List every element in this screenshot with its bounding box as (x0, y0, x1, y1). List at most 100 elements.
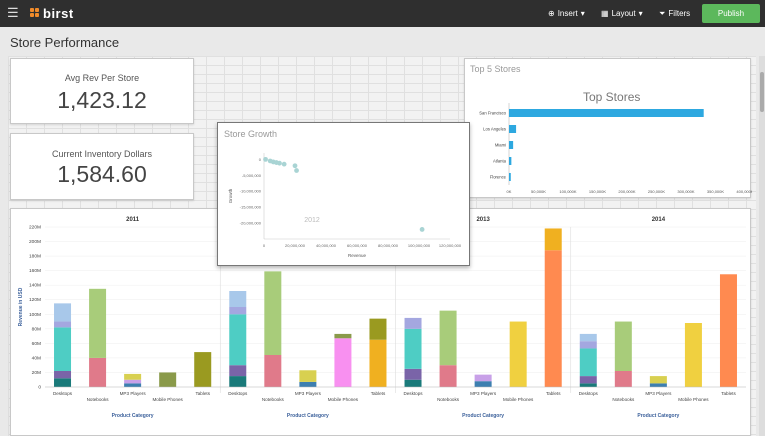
menu-icon[interactable]: ☰ (7, 5, 19, 20)
kpi-value: 1,584.60 (57, 161, 147, 187)
y-tick-label: 0 (38, 385, 41, 391)
filter-icon: ⏷ (659, 8, 666, 18)
store-growth-chart: 0 -5,000,000 -10,000,000 -15,000,000 -20,000… (228, 153, 462, 258)
x-tick-label: 120,000,000 (439, 243, 462, 248)
y-tick-label: 100M (29, 312, 41, 318)
bar-segment (719, 274, 737, 387)
x-tick-label: 400,000K (736, 189, 752, 194)
category-label: MP3 Players (470, 391, 497, 396)
y-tick-label: 40M (32, 355, 41, 361)
category-label: Tablets (721, 391, 736, 396)
kpi-card-inventory[interactable]: Current Inventory Dollars 1,584.60 (10, 133, 194, 200)
scatter-point (281, 161, 287, 167)
category-label: Notebooks (87, 397, 110, 402)
bar-segment (54, 321, 72, 328)
insert-label: Insert (557, 9, 578, 18)
bar-segment (404, 379, 422, 387)
panel-title: Top 5 Stores (470, 64, 521, 74)
x-tick-label: 60,000,000 (347, 243, 368, 248)
y-tick-label: 120M (29, 297, 41, 303)
x-tick-label: 100,000,000 (408, 243, 431, 248)
x-axis-label: Product Category (287, 413, 329, 419)
bar-segment (299, 381, 317, 387)
chevron-down-icon: ▾ (580, 9, 585, 18)
bar-segment (54, 303, 72, 322)
chart-title: Top Stores (583, 90, 641, 104)
y-tick-label: -20,000,000 (240, 221, 262, 226)
bar-segment (229, 291, 247, 307)
x-tick-label: 150,000K (589, 189, 606, 194)
birst-logo[interactable]: birst (30, 5, 74, 21)
bar-segment (684, 323, 702, 387)
revenue-by-category-chart: 0 20M 40M 60M 80M 100M 120M 140M 160M 180M 200M 220… (18, 217, 746, 419)
category-label: Tablets (546, 391, 561, 396)
category-label: Miami (495, 143, 506, 148)
y-axis-label: Revenue in USD (18, 287, 24, 326)
scatter-point (277, 160, 282, 166)
bar-segment (334, 333, 352, 339)
category-label: San Francisco (479, 111, 506, 116)
x-tick-label: 250,000K (648, 189, 665, 194)
y-tick-label: 180M (29, 254, 41, 260)
bar-segment (124, 373, 142, 380)
category-label: Desktops (53, 391, 73, 396)
bar-segment (649, 376, 667, 384)
category-label: Notebooks (437, 397, 460, 402)
store-growth-panel[interactable]: Store Growth 0 -5,000,000 -10,000,000 -15,0… (217, 122, 470, 266)
bar-segment (439, 365, 457, 387)
vertical-scrollbar[interactable] (759, 56, 765, 436)
bar-segment (614, 321, 632, 371)
bar-segment (579, 376, 597, 384)
y-tick-label: -15,000,000 (240, 205, 262, 210)
kpi-card-avg-rev[interactable]: Avg Rev Per Store 1,423.12 (10, 58, 194, 124)
bar-segment (579, 341, 597, 349)
scatter-point (419, 227, 425, 232)
y-tick-label: 220M (29, 225, 41, 231)
grid-icon: ▦ (601, 9, 609, 18)
scrollbar-thumb[interactable] (760, 72, 764, 112)
y-tick-label: -5,000,000 (242, 173, 262, 178)
category-label: Desktops (228, 391, 248, 396)
x-tick-label: 200,000K (618, 189, 635, 194)
top-bar: ☰ birst ⊕ Insert ▾ ▦ Layout ▾ ⏷ Filters … (0, 0, 765, 27)
bar-segment (544, 250, 562, 387)
kpi-label: Current Inventory Dollars (51, 149, 153, 159)
x-tick-label: 100,000K (559, 189, 576, 194)
bar-segment (229, 376, 247, 387)
bar-segment (369, 318, 387, 340)
year-label: 2014 (652, 217, 666, 223)
category-label: Mobile Phones (328, 397, 359, 402)
x-axis-label: Product Category (462, 413, 504, 419)
chevron-down-icon: ▾ (638, 9, 643, 18)
category-label: Tablets (195, 391, 210, 396)
category-label: Desktops (579, 391, 599, 396)
insert-button[interactable]: ⊕ Insert ▾ (548, 6, 585, 21)
y-tick-label: 20M (32, 370, 41, 376)
bar-segment (474, 381, 492, 387)
bar (509, 141, 514, 149)
y-tick-label: -10,000,000 (240, 189, 262, 194)
scatter-point (292, 163, 298, 169)
bar-segment (89, 288, 107, 358)
publish-button[interactable]: Publish (702, 4, 760, 23)
bar-segment (124, 379, 142, 384)
bar-segment (474, 374, 492, 382)
bar (509, 125, 517, 133)
category-label: Desktops (403, 391, 423, 396)
category-label: Atlanta (493, 159, 507, 164)
category-label: MP3 Players (645, 391, 672, 396)
y-tick-label: 140M (29, 283, 41, 289)
y-tick-label: 0 (259, 157, 262, 162)
bar-segment (649, 383, 667, 387)
bar-segment (229, 314, 247, 366)
x-axis-label: Revenue (348, 253, 367, 258)
x-tick-label: 350,000K (707, 189, 724, 194)
layout-button[interactable]: ▦ Layout ▾ (601, 6, 643, 21)
filters-button[interactable]: ⏷ Filters (659, 6, 690, 21)
bar-segment (299, 370, 317, 382)
scatter-point (294, 168, 299, 173)
bar-segment (54, 378, 72, 387)
top-stores-panel[interactable]: Top 5 Stores Top Stores San Francisco Los… (464, 58, 752, 198)
bar-segment (579, 333, 597, 342)
scatter-point (263, 156, 268, 162)
